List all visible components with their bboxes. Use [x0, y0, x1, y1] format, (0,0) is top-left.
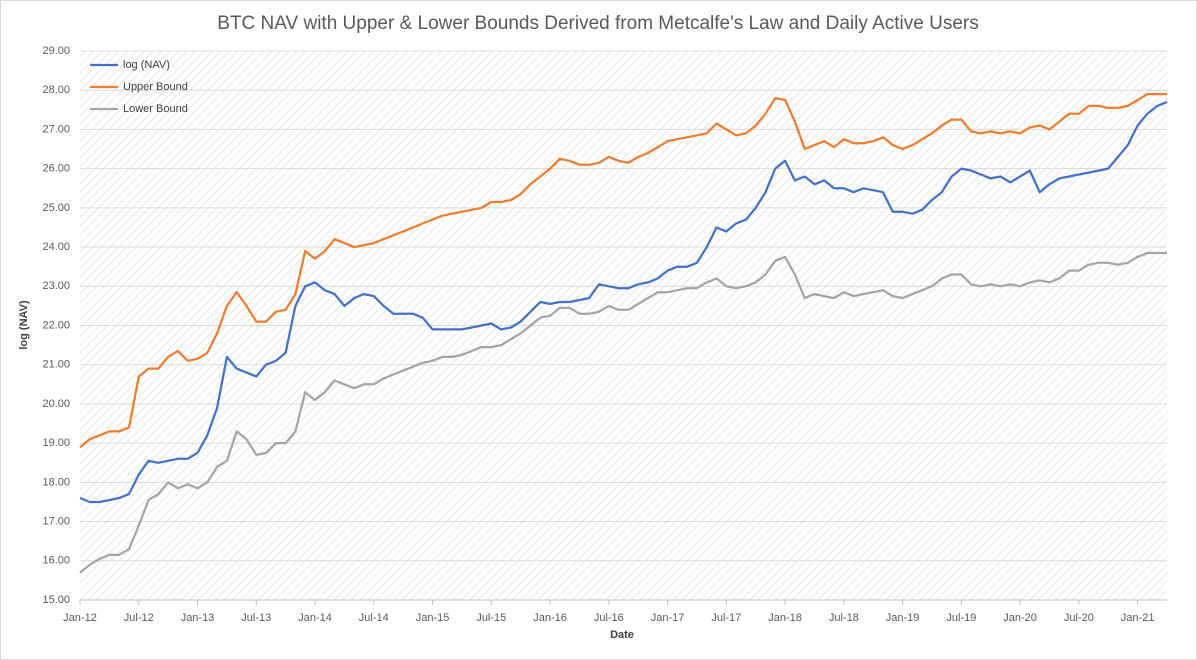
y-axis-title: log (NAV) [18, 300, 30, 350]
x-tick-label: Jan-20 [1003, 612, 1037, 624]
x-tick-label: Jan-16 [533, 612, 567, 624]
x-tick-label: Jan-13 [181, 612, 215, 624]
y-tick-label: 15.00 [42, 594, 70, 606]
y-tick-label: 27.00 [42, 123, 70, 135]
y-tick-label: 26.00 [42, 163, 70, 175]
x-tick-label: Jan-12 [63, 612, 97, 624]
legend-label: Lower Bound [123, 103, 188, 115]
series-line [79, 100, 1168, 504]
x-tick-label: Jan-15 [416, 612, 450, 624]
y-tick-label: 22.00 [42, 319, 70, 331]
x-tick-label: Jul-12 [124, 612, 154, 624]
y-tick-label: 16.00 [42, 555, 70, 567]
x-tick-label: Jul-20 [1064, 612, 1094, 624]
y-tick-label: 18.00 [42, 476, 70, 488]
x-tick-label: Jan-17 [651, 612, 685, 624]
y-tick-label: 19.00 [42, 437, 70, 449]
y-tick-label: 28.00 [42, 84, 70, 96]
legend-label: log (NAV) [123, 59, 170, 71]
y-tick-label: 21.00 [42, 359, 70, 371]
y-tick-label: 20.00 [42, 398, 70, 410]
x-tick-label: Jan-18 [768, 612, 802, 624]
y-tick-label: 29.00 [42, 45, 70, 57]
y-tick-label: 17.00 [42, 515, 70, 527]
series-line [79, 92, 1167, 448]
x-tick-label: Jul-16 [594, 612, 624, 624]
x-tick-label: Jul-14 [359, 612, 389, 624]
chart-title: BTC NAV with Upper & Lower Bounds Derive… [217, 13, 978, 34]
x-tick-label: Jan-14 [298, 612, 332, 624]
x-axis-title: Date [610, 629, 634, 641]
x-tick-label: Jul-18 [829, 612, 859, 624]
x-tick-label: Jan-19 [886, 612, 920, 624]
y-tick-label: 23.00 [42, 280, 70, 292]
x-tick-label: Jul-13 [241, 612, 271, 624]
x-tick-label: Jan-21 [1121, 612, 1155, 624]
x-tick-label: Jul-19 [946, 612, 976, 624]
y-tick-label: 25.00 [42, 202, 70, 214]
legend-label: Upper Bound [123, 81, 188, 93]
x-tick-label: Jul-17 [711, 612, 741, 624]
x-tick-label: Jul-15 [476, 612, 506, 624]
y-tick-label: 24.00 [42, 241, 70, 253]
series-line [79, 251, 1167, 574]
